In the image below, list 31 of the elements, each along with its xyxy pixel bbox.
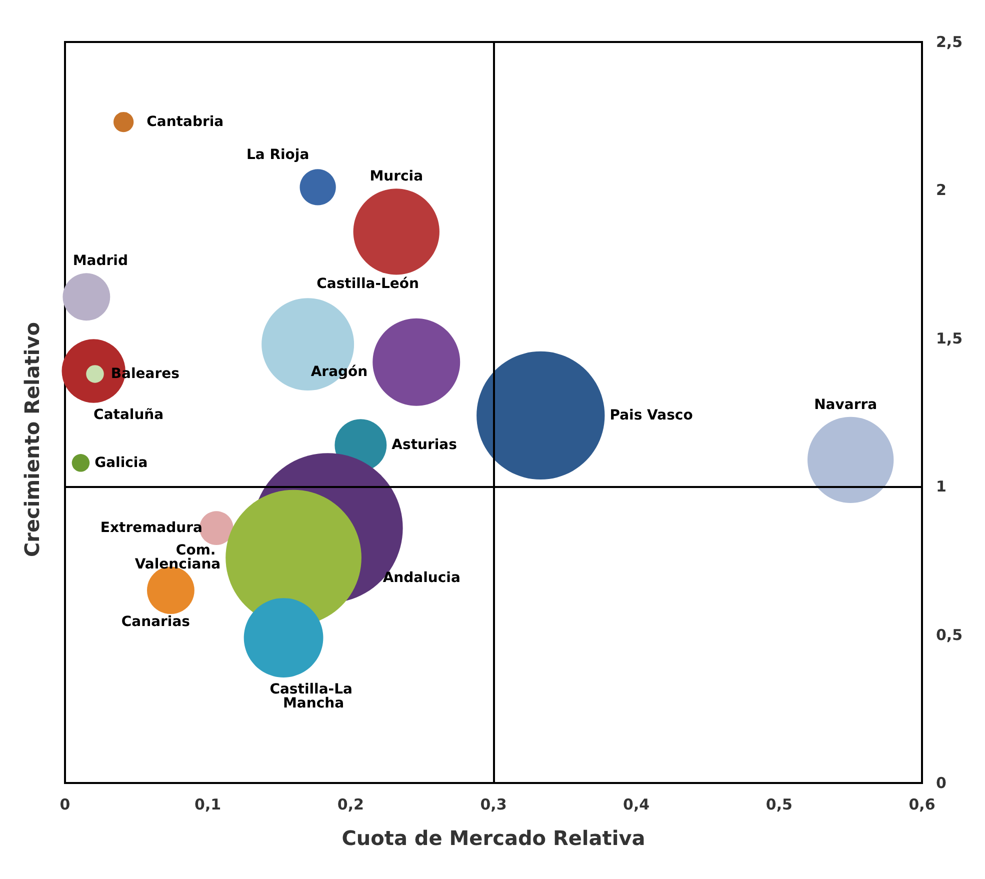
x-tick-label: 0,4 [623,796,650,814]
series-label: Canarias [121,614,190,630]
x-tick-label: 0,3 [480,796,507,814]
series-label: Murcia [370,168,424,185]
series-label: Castilla-La Mancha [270,681,358,712]
x-tick-label: 0,2 [337,796,364,814]
y-tick-label: 0,5 [936,626,963,644]
series-label: Asturias [392,437,457,454]
series-label: Cantabria [146,114,224,130]
x-tick-label: 0 [60,796,70,814]
x-tick-label: 0,1 [194,796,222,814]
series-label: La Rioja [246,147,310,164]
series-label: Pais Vasco [610,407,694,424]
y-tick-label: 0 [936,774,946,792]
x-axis-title: Cuota de Mercado Relativa [342,826,646,850]
y-tick-label: 2 [936,181,946,200]
y-tick-label: 1 [936,478,946,496]
x-tick-label: 0,6 [908,796,936,814]
series-label: Navarra [814,396,878,413]
y-tick-label: 1,5 [936,329,963,348]
y-tick-label: 2,5 [936,33,963,51]
y-axis-title: Crecimiento Relativo [20,322,44,558]
series-label: Extremadura [100,520,202,536]
x-tick-label: 0,5 [766,796,792,814]
series-label: Castilla-León [316,276,420,292]
series-label: Andalucia [382,570,460,586]
series-label: Aragón [310,364,368,380]
series-label: Cataluña [94,406,164,423]
series-label: Galicia [94,454,148,471]
series-label: Madrid [72,253,128,270]
series-label: Com. Valenciana [134,542,221,573]
